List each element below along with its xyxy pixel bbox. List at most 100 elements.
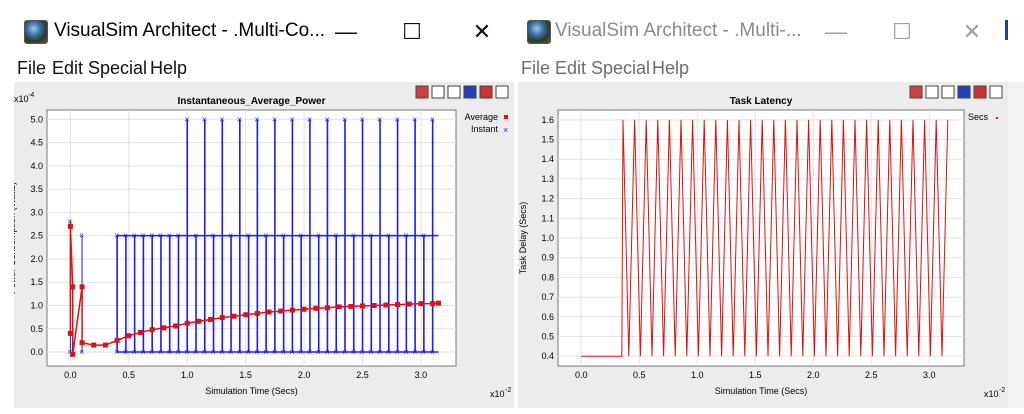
menu-special[interactable]: Special [591,58,651,78]
average-point [219,315,225,321]
print-icon [925,85,939,99]
x-tick-label: 2.0 [807,370,820,380]
maximize-button[interactable]: ☐ [892,19,912,44]
x-tick-label: 3.0 [923,370,936,380]
x-tick-label: 2.5 [356,370,369,380]
y-tick-label: 0.9 [541,253,554,263]
plot-area [46,109,457,367]
y-tick-label: 1.3 [541,174,554,184]
average-point [161,325,167,331]
y-tick-label: 2.5 [30,231,43,241]
menu-help[interactable]: Help [150,58,188,78]
average-point [278,308,284,314]
legend-instant-marker: × [503,125,508,135]
instant-point: × [324,114,329,124]
x-exponent-label: x10 [984,389,999,399]
average-point [395,302,401,308]
average-point [371,302,377,308]
x-tick-label: 1.5 [239,370,252,380]
y-tick-label: 1.0 [30,300,43,310]
y-tick-label: 1.0 [541,233,554,243]
average-point [301,306,307,312]
menu-file[interactable]: File [521,58,551,78]
y-exponent-power: -4 [28,92,34,99]
average-point [360,303,366,309]
average-point [67,330,73,336]
average-point [231,313,237,319]
palette-icon [909,85,923,99]
x-tick-label: 1.5 [749,370,762,380]
average-point [102,342,108,348]
average-point [406,301,412,307]
window-latency: VisualSim Architect - .Multi-... — ☐ ✕ F… [517,0,1024,414]
average-point [70,351,76,357]
instant-point: × [395,114,400,124]
average-point [114,337,120,343]
y-tick-label: 0.8 [541,272,554,282]
average-point [430,301,436,307]
chart-title: Instantaneous_Average_Power [177,96,325,107]
y-tick-label: 1.6 [541,115,554,125]
menu-special[interactable]: Special [88,58,148,78]
menu-help[interactable]: Help [652,58,690,78]
close-button[interactable]: ✕ [962,19,982,44]
y-tick-label: 0.5 [30,324,43,334]
average-point [289,307,295,313]
y-tick-label: 4.0 [30,161,43,171]
edit-icon [973,85,987,99]
window-power: VisualSim Architect - .Multi-Co... — ☐ ✕… [0,0,515,408]
latency-chart: Task Latency 0.0 0.5 1.0 1.5 2.0 2.5 3.0 0.4 0.5 0… [518,85,1005,399]
y-tick-label: 0.5 [541,331,554,341]
instant-point: × [202,114,207,124]
y-tick-label: 0.7 [541,292,554,302]
x-tick-label: 2.5 [865,370,878,380]
instant-point: × [114,231,119,241]
x-tick-label: 0.5 [123,370,136,380]
average-point [254,310,260,316]
y-tick-label: 0.6 [541,312,554,322]
chart-title: Task Latency [730,96,793,107]
x-axis-label: Simulation Time (Secs) [715,386,808,396]
instant-point: × [307,114,312,124]
menu-bar: File Edit Special Help [0,54,515,82]
instant-point: × [360,114,365,124]
fit-icon [989,85,1003,99]
x-tick-label: 0.0 [575,370,588,380]
legend-average-marker [504,115,508,119]
x-axis-label: Simulation Time (Secs) [205,386,298,396]
menu-file[interactable]: File [17,58,47,78]
minimize-button[interactable]: — [335,19,357,44]
x-tick-label: 0.5 [633,370,646,380]
average-point [243,312,249,318]
menu-edit[interactable]: Edit [555,58,587,78]
average-point [324,305,330,311]
menu-edit[interactable]: Edit [52,58,84,78]
instant-point: × [289,114,294,124]
instant-point: × [219,114,224,124]
maximize-button[interactable]: ☐ [402,19,422,44]
average-point [418,301,424,307]
y-tick-label: 1.1 [541,213,554,223]
average-point [336,304,342,310]
title-bar[interactable]: VisualSim Architect - .Multi-Co... — ☐ ✕ [0,0,515,62]
y-tick-label: 1.5 [30,277,43,287]
close-button[interactable]: ✕ [472,19,492,44]
instant-point: × [342,114,347,124]
save-icon [447,85,461,99]
fit-icon [495,85,509,99]
minimize-button[interactable]: — [825,19,847,44]
average-point [79,284,85,290]
y-axis-label: Task Delay (Secs) [518,202,528,275]
instant-point: × [430,114,435,124]
y-tick-label: 1.4 [541,154,554,164]
instant-point: × [114,347,119,357]
window-edge [1008,82,1024,408]
y-tick-label: 3.5 [30,184,43,194]
title-bar[interactable]: VisualSim Architect - .Multi-... — ☐ ✕ [517,0,1024,62]
app-globe-icon [24,20,48,44]
x-exponent-power: -2 [999,387,1005,394]
instant-point: × [237,114,242,124]
average-point [149,327,155,333]
instant-point: × [272,114,277,124]
average-point [184,320,190,326]
